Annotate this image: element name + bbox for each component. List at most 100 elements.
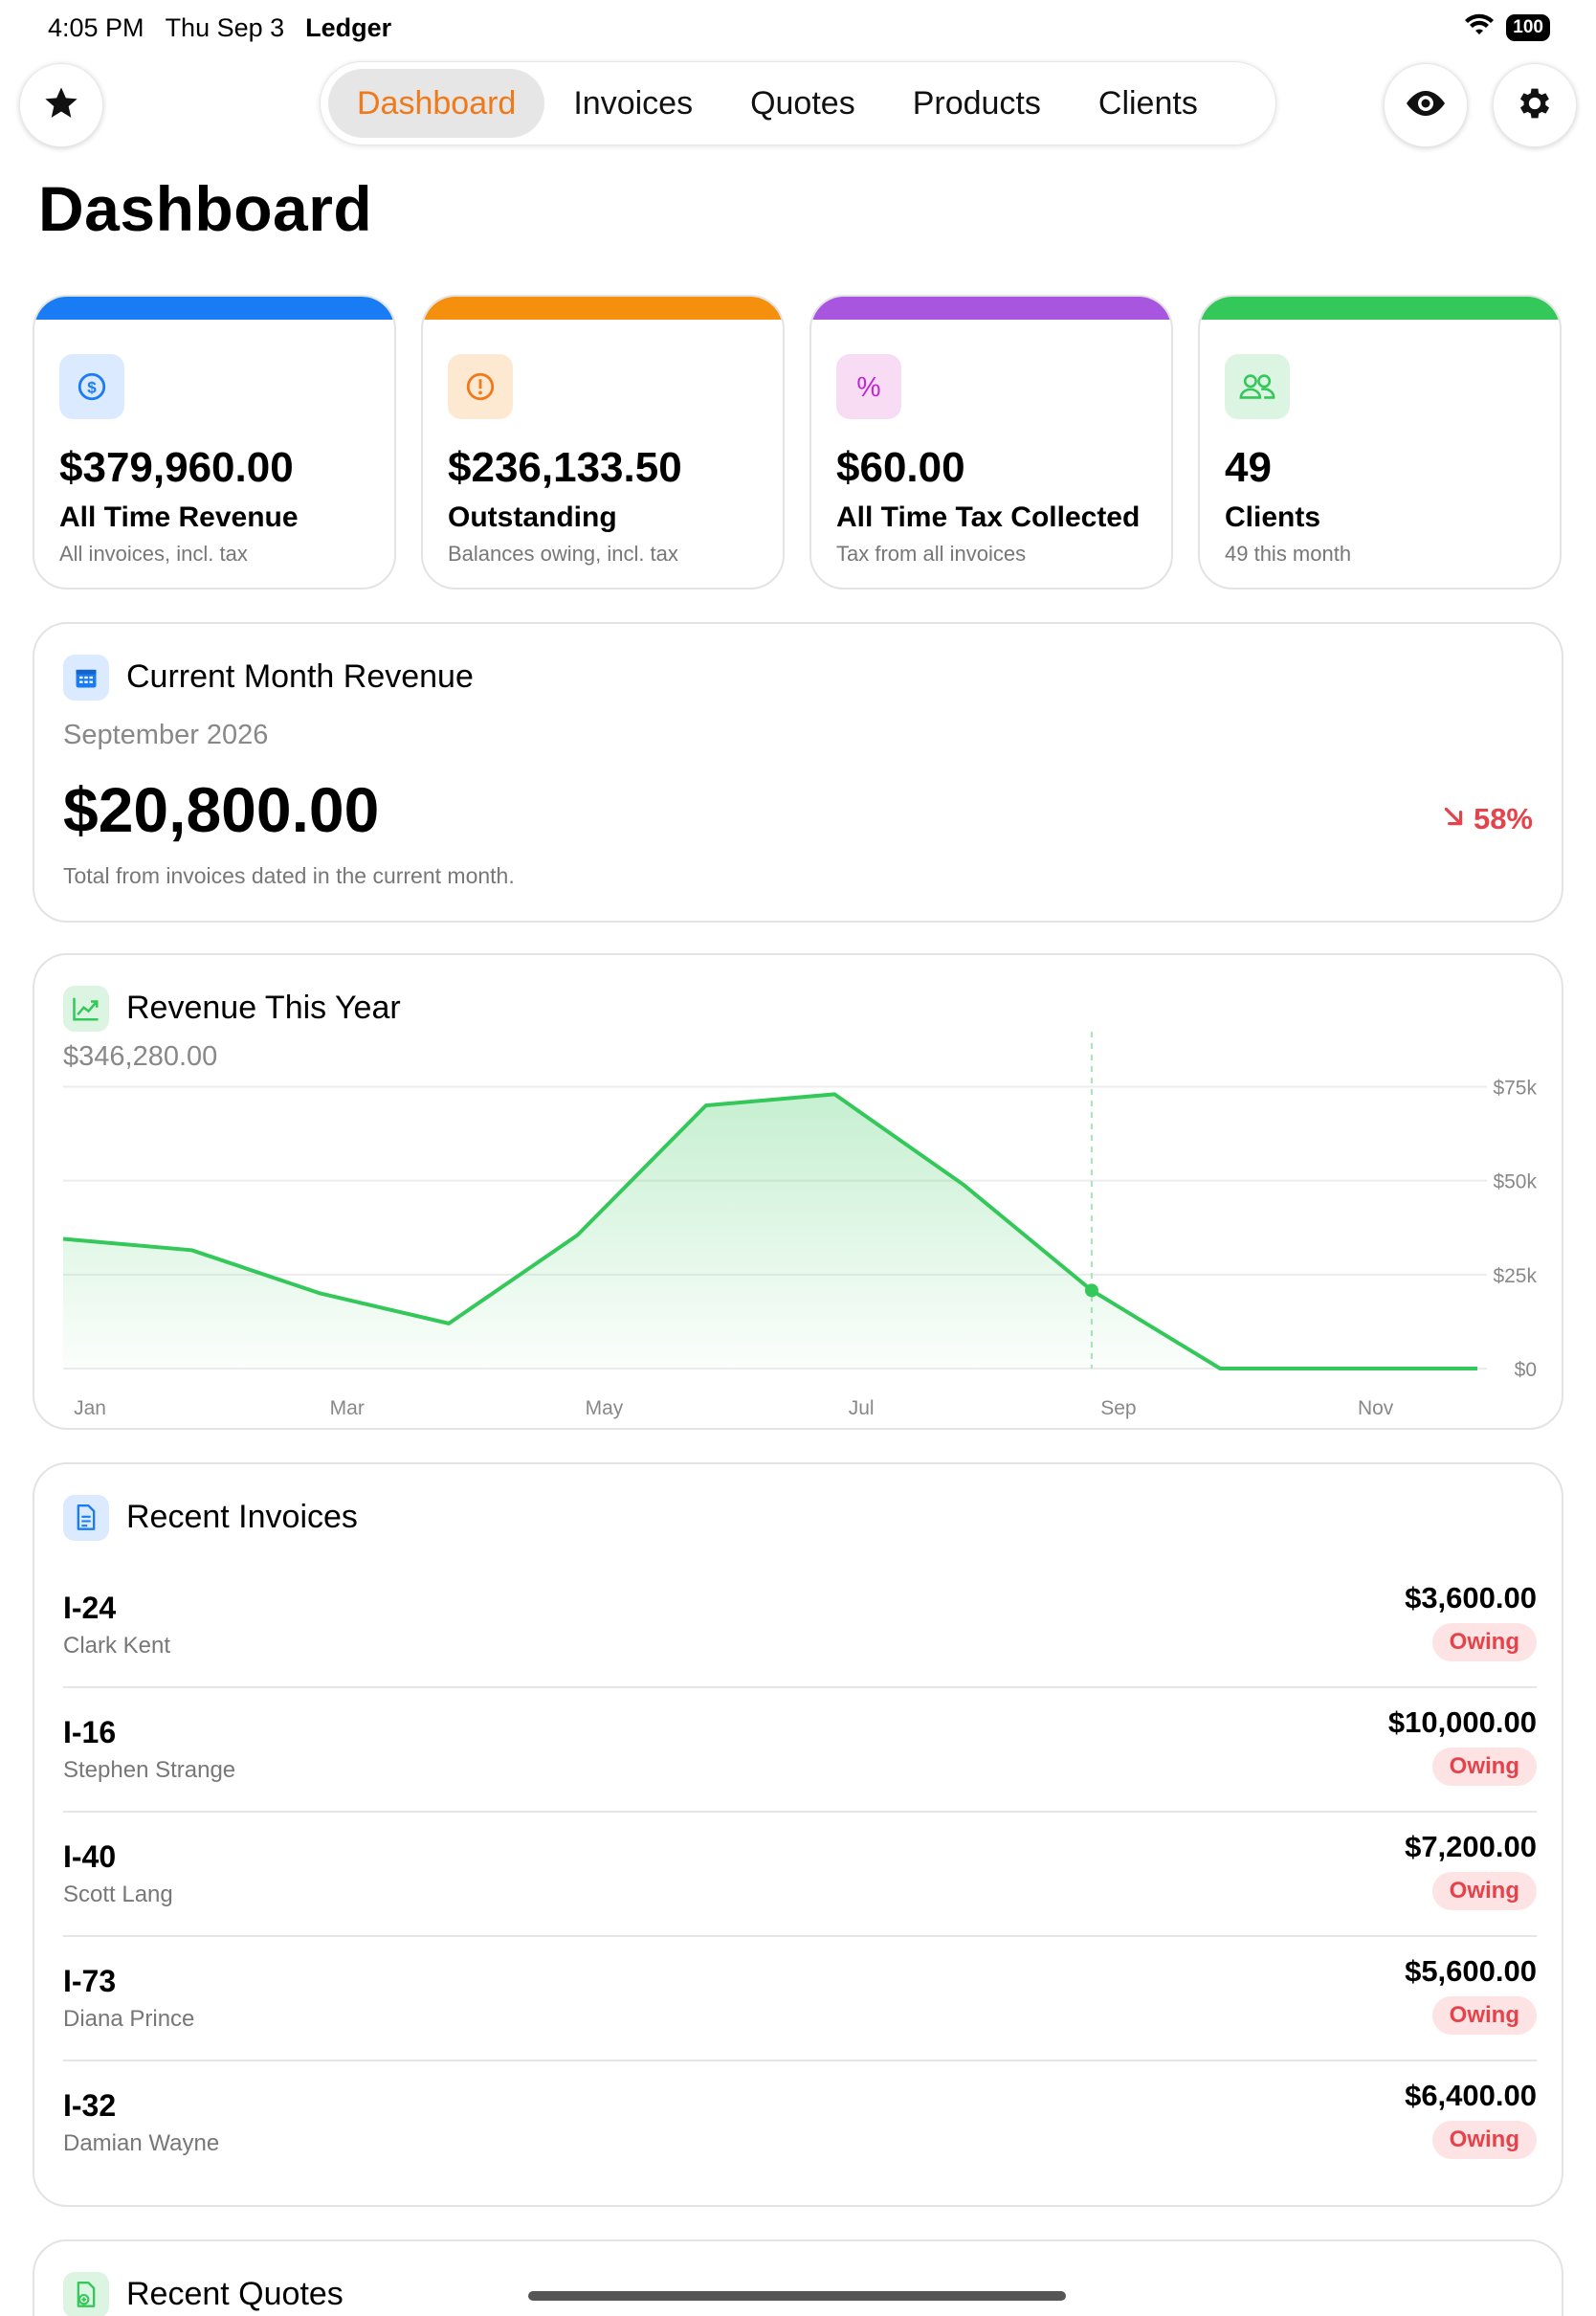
- current-month-note: Total from invoices dated in the current…: [63, 863, 515, 888]
- tab-quotes[interactable]: Quotes: [750, 85, 855, 122]
- dollar-circle-icon: $: [59, 354, 124, 419]
- series-line: [62, 1092, 1477, 1370]
- svg-text:$: $: [87, 378, 97, 396]
- page-title: Dashboard: [38, 173, 373, 244]
- wifi-icon: [1464, 13, 1495, 41]
- revenue-chart[interactable]: Jan Mar May Jul Sep Nov $75k $50k $25k $0: [34, 955, 1563, 1430]
- favorites-button[interactable]: [19, 63, 103, 147]
- stat-card-outstanding[interactable]: $236,133.50 Outstanding Balances owing, …: [421, 295, 785, 590]
- status-badge: Owing: [1431, 1623, 1537, 1661]
- document-plus-icon: [63, 2272, 109, 2316]
- divider: [63, 1811, 1537, 1813]
- invoice-number: I-40: [63, 1839, 117, 1874]
- stat-subtitle: Tax from all invoices: [836, 542, 1027, 566]
- stat-subtitle: All invoices, incl. tax: [59, 542, 248, 566]
- recent-invoices-card: Recent Invoices I-24 Clark Kent $3,600.0…: [33, 1462, 1563, 2207]
- tab-dashboard[interactable]: Dashboard: [328, 69, 545, 138]
- y-tick-label: $75k: [1493, 1077, 1537, 1099]
- recent-quotes-card: Recent Quotes: [33, 2239, 1563, 2316]
- invoice-number: I-16: [63, 1715, 117, 1749]
- stat-card-accent-bar: [1200, 297, 1560, 320]
- invoice-number: I-32: [63, 2088, 117, 2123]
- x-tick-label: May: [586, 1397, 624, 1419]
- current-month-amount: $20,800.00: [63, 774, 380, 845]
- tab-clients[interactable]: Clients: [1097, 85, 1198, 122]
- stat-value: $236,133.50: [448, 444, 682, 491]
- invoice-client: Diana Prince: [63, 2006, 195, 2032]
- status-date: Thu Sep 3: [165, 13, 285, 42]
- tab-invoices[interactable]: Invoices: [573, 85, 694, 122]
- stat-subtitle: Balances owing, incl. tax: [448, 542, 678, 566]
- stat-card-revenue[interactable]: $ $379,960.00 All Time Revenue All invoi…: [33, 295, 396, 590]
- invoice-amount: $3,600.00: [1405, 1581, 1537, 1615]
- invoice-client: Scott Lang: [63, 1882, 173, 1907]
- invoice-row[interactable]: I-40 Scott Lang $7,200.00 Owing: [63, 1813, 1537, 1937]
- tab-products[interactable]: Products: [912, 85, 1041, 122]
- invoice-amount: $6,400.00: [1405, 2079, 1537, 2112]
- invoice-number: I-24: [63, 1591, 117, 1625]
- divider: [63, 2060, 1537, 2061]
- stat-value: $60.00: [836, 444, 965, 491]
- gear-icon: [1515, 83, 1555, 128]
- status-badge: Owing: [1431, 1872, 1537, 1910]
- status-app-name: Ledger: [305, 13, 392, 42]
- status-bar: 4:05 PM Thu Sep 3 Ledger 100: [0, 0, 1596, 59]
- stat-card-tax[interactable]: % $60.00 All Time Tax Collected Tax from…: [809, 295, 1173, 590]
- status-time: 4:05 PM: [48, 13, 144, 42]
- visibility-button[interactable]: [1384, 63, 1468, 147]
- settings-button[interactable]: [1493, 63, 1577, 147]
- y-tick-label: $25k: [1493, 1265, 1537, 1287]
- battery-indicator: 100: [1506, 13, 1550, 41]
- section-title: Recent Quotes: [126, 2276, 344, 2312]
- star-icon: [42, 84, 80, 127]
- current-month-revenue-card[interactable]: Current Month Revenue September 2026 $20…: [33, 622, 1563, 923]
- invoice-amount: $7,200.00: [1405, 1830, 1537, 1863]
- stat-label: All Time Revenue: [59, 501, 299, 533]
- divider: [63, 1686, 1537, 1688]
- invoice-row[interactable]: I-24 Clark Kent $3,600.00 Owing: [63, 1564, 1537, 1688]
- stat-value: $379,960.00: [59, 444, 294, 491]
- status-badge: Owing: [1431, 1996, 1537, 2035]
- invoice-amount: $10,000.00: [1387, 1705, 1537, 1739]
- y-tick-label: $50k: [1493, 1171, 1537, 1193]
- x-tick-label: Jul: [849, 1397, 875, 1419]
- eye-icon: [1403, 88, 1449, 123]
- x-tick-label: Sep: [1100, 1397, 1136, 1419]
- arrow-down-right-icon: [1441, 802, 1466, 836]
- invoice-client: Damian Wayne: [63, 2130, 220, 2156]
- invoice-client: Stephen Strange: [63, 1757, 236, 1783]
- people-icon: [1225, 354, 1290, 419]
- section-title: Current Month Revenue: [126, 658, 474, 695]
- exclamation-circle-icon: [448, 354, 513, 419]
- stat-label: Outstanding: [448, 501, 617, 533]
- section-title: Recent Invoices: [126, 1499, 358, 1535]
- invoice-amount: $5,600.00: [1405, 1954, 1537, 1988]
- stat-value: 49: [1225, 444, 1272, 491]
- invoice-row[interactable]: I-32 Damian Wayne $6,400.00 Owing: [63, 2061, 1537, 2186]
- invoice-number: I-73: [63, 1964, 117, 1998]
- status-badge: Owing: [1431, 2121, 1537, 2159]
- stat-subtitle: 49 this month: [1225, 542, 1352, 566]
- stat-card-accent-bar: [34, 297, 394, 320]
- svg-text:%: %: [856, 372, 880, 403]
- change-percent: 58%: [1473, 802, 1533, 835]
- invoice-client: Clark Kent: [63, 1633, 171, 1659]
- highlight-point: [1084, 1283, 1098, 1298]
- status-left: 4:05 PM Thu Sep 3 Ledger: [48, 13, 391, 43]
- x-tick-label: Jan: [74, 1397, 106, 1419]
- stat-label: All Time Tax Collected: [836, 501, 1141, 533]
- home-indicator[interactable]: [528, 2291, 1066, 2301]
- document-icon: [63, 1495, 109, 1541]
- revenue-year-card[interactable]: Revenue This Year $346,280.00 Jan Mar May J…: [33, 953, 1563, 1430]
- invoice-row[interactable]: I-16 Stephen Strange $10,000.00 Owing: [63, 1688, 1537, 1813]
- invoice-row[interactable]: I-73 Diana Prince $5,600.00 Owing: [63, 1937, 1537, 2061]
- stat-label: Clients: [1225, 501, 1321, 533]
- x-tick-label: Nov: [1358, 1397, 1394, 1419]
- section-title: Revenue This Year: [126, 990, 401, 1026]
- x-tick-label: Mar: [330, 1397, 365, 1419]
- stat-card-clients[interactable]: 49 Clients 49 this month: [1198, 295, 1562, 590]
- status-badge: Owing: [1431, 1748, 1537, 1786]
- current-month-label: September 2026: [63, 720, 269, 750]
- stat-card-accent-bar: [423, 297, 783, 320]
- change-indicator: 58%: [1441, 802, 1533, 836]
